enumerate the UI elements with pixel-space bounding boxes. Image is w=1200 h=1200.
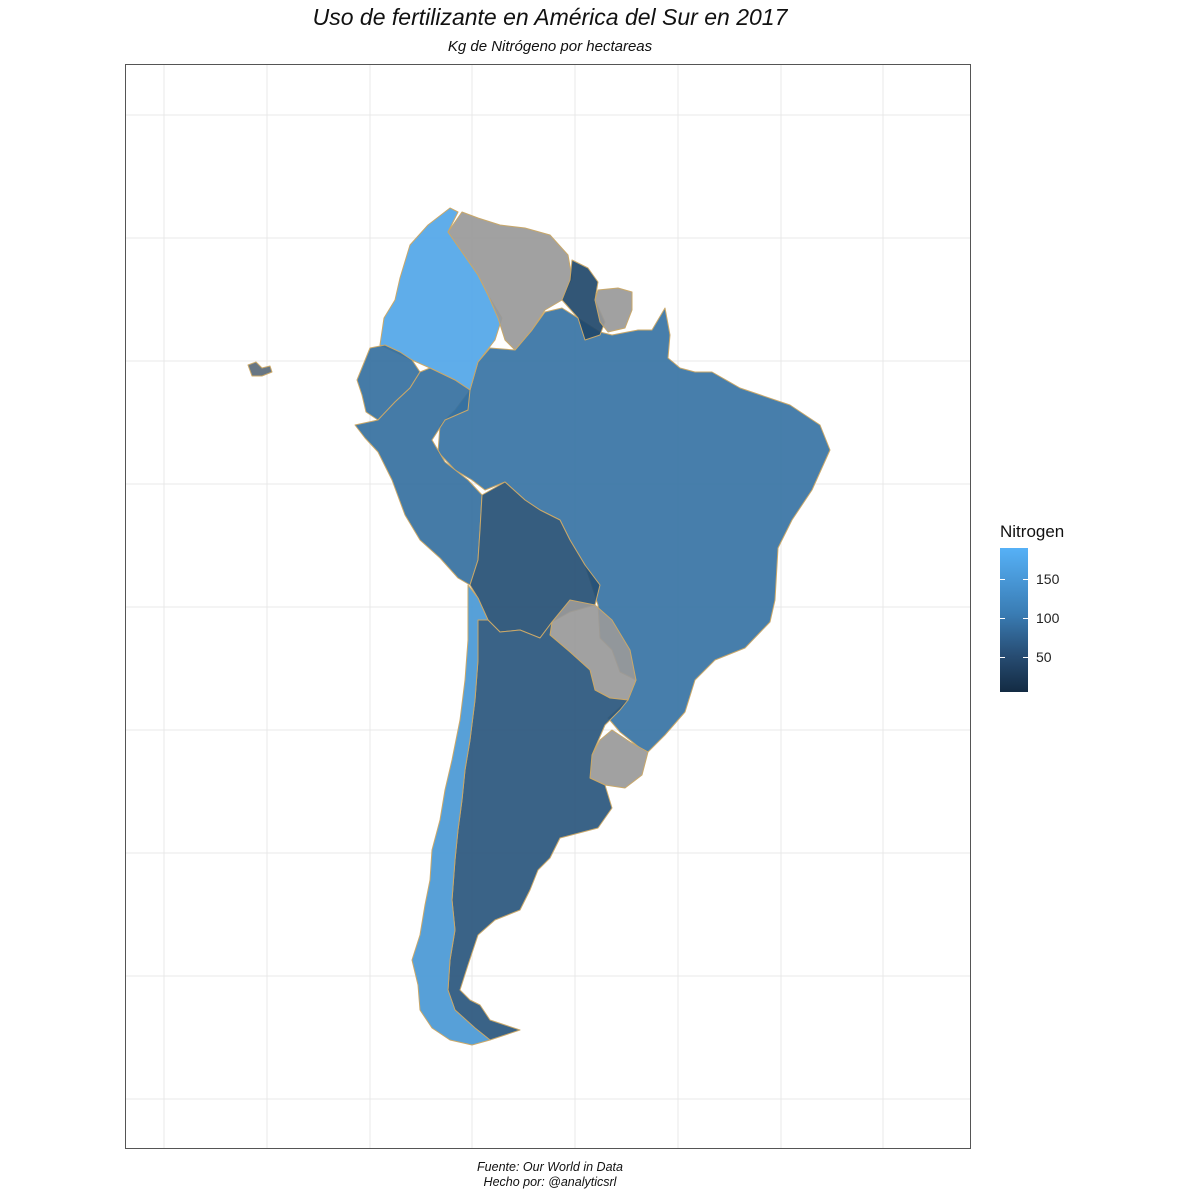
legend-tick-label: 150 <box>1036 571 1060 588</box>
legend-tick-mark <box>1000 656 1005 658</box>
caption-author: Hecho por: @analyticsrl <box>483 1175 617 1189</box>
island-galapagos <box>247 361 273 377</box>
legend-tick-label: 50 <box>1036 648 1052 665</box>
legend-tick-mark <box>1023 579 1028 581</box>
chart-title: Uso de fertilizante en América del Sur e… <box>312 4 788 30</box>
legend-tick-label: 100 <box>1036 610 1060 627</box>
country-guyana <box>561 259 606 341</box>
chart-subtitle: Kg de Nitrógeno por hectareas <box>447 38 653 55</box>
legend: Nitrogen 150 100 50 <box>998 522 1118 702</box>
country-chile <box>411 584 491 1046</box>
legend-tick-mark <box>1000 579 1005 581</box>
country-suriname <box>594 287 633 333</box>
legend-title: Nitrogen <box>1000 522 1065 541</box>
country-brazil <box>437 307 831 753</box>
legend-tick-mark <box>1000 618 1005 620</box>
legend-colorbar <box>1000 548 1028 692</box>
caption-source: Fuente: Our World in Data <box>477 1160 623 1174</box>
legend-tick-mark <box>1023 618 1028 620</box>
caption: Fuente: Our World in Data Hecho por: @an… <box>0 1160 1100 1190</box>
legend-tick-mark <box>1023 656 1028 658</box>
country-venezuela <box>447 211 573 351</box>
